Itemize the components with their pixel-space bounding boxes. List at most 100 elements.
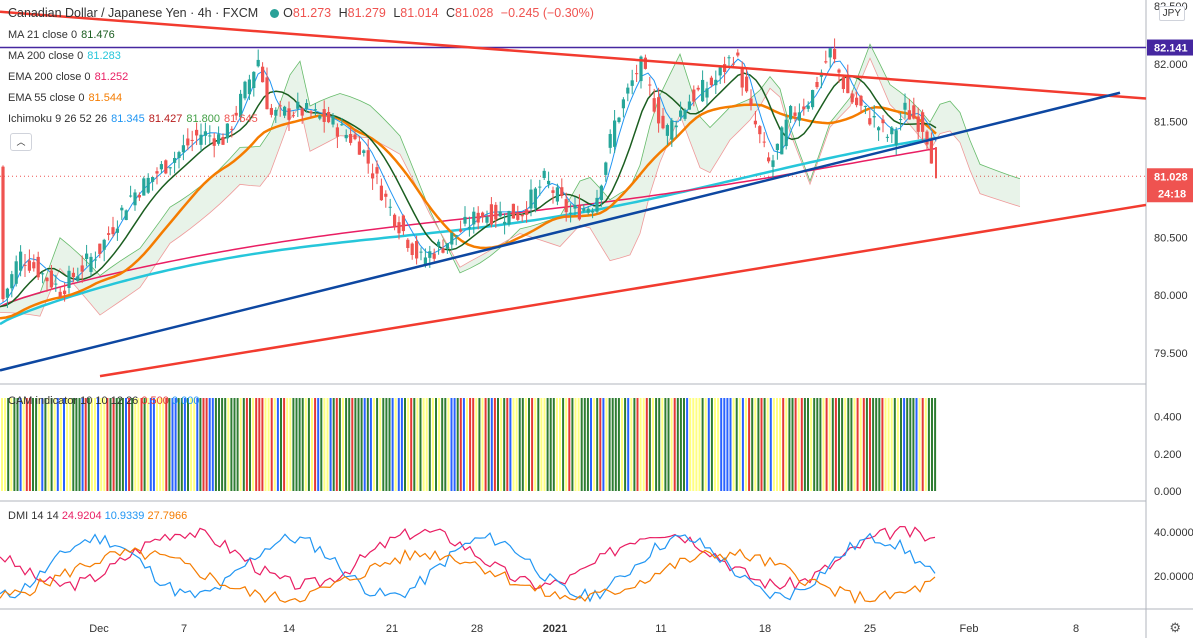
candle-body <box>234 112 238 116</box>
cam-bar <box>670 398 673 491</box>
time-tick-label: 28 <box>471 623 483 635</box>
candle-body <box>877 127 881 131</box>
candle-body <box>767 157 771 162</box>
candle-body <box>19 251 23 271</box>
cam-bar <box>887 398 890 491</box>
price-tick-label: 82.000 <box>1154 59 1188 71</box>
candle-body <box>784 119 788 147</box>
cam-bar <box>292 398 295 491</box>
cam-bar <box>927 398 930 491</box>
candle-body <box>617 117 621 123</box>
cam-bar <box>450 398 453 491</box>
dmi-minus-line <box>0 532 936 603</box>
legend-ichimoku[interactable]: Ichimoku 9 26 52 26 81.345 81.427 81.800 81.… <box>8 113 262 125</box>
cam-bar <box>506 398 509 491</box>
cam-bar <box>503 398 506 491</box>
candle-body <box>388 206 392 208</box>
candle-body <box>5 288 9 298</box>
cam-bar <box>881 398 884 491</box>
candle-body <box>775 143 779 151</box>
cam-bar <box>351 398 354 491</box>
cam-indicator-pane <box>1 398 937 491</box>
cam-bar <box>537 398 540 491</box>
dmi-legend[interactable]: DMI 14 14 24.9204 10.9339 27.7966 <box>8 510 187 522</box>
candle-body <box>432 253 436 259</box>
legend-ema55[interactable]: EMA 55 close 0 81.544 <box>8 92 126 104</box>
candle-body <box>793 112 797 116</box>
cam-bar <box>162 398 165 491</box>
candle-body <box>643 57 647 69</box>
cam-bar <box>760 398 763 491</box>
cam-bar <box>410 398 413 491</box>
candle-body <box>525 209 529 215</box>
candle-body <box>542 170 546 178</box>
candle-body <box>709 77 713 86</box>
ichimoku-conversion-value: 81.345 <box>111 113 145 125</box>
candle-body <box>300 108 304 116</box>
cam-bar <box>323 398 326 491</box>
cam-bar <box>174 398 177 491</box>
candle-body <box>683 109 687 119</box>
cam-bar <box>59 398 62 491</box>
candle-body <box>745 76 749 92</box>
cam-bar <box>524 398 527 491</box>
symbol-legend: Canadian Dollar / Japanese Yen · 4h · FX… <box>8 6 594 20</box>
collapse-legend-button[interactable]: ︿ <box>10 133 32 151</box>
cam-bar <box>683 398 685 491</box>
candle-body <box>243 81 247 99</box>
cam-bar <box>137 398 140 491</box>
candle-body <box>283 106 287 116</box>
cam-bar <box>295 398 298 491</box>
candle-body <box>661 115 665 129</box>
legend-ema200[interactable]: EMA 200 close 0 81.252 <box>8 71 132 83</box>
candle-body <box>1 166 5 300</box>
cam-bar <box>90 398 93 491</box>
cam-bar <box>521 398 524 491</box>
candle-body <box>705 88 709 98</box>
candle-body <box>692 89 696 102</box>
candle-body <box>687 101 691 110</box>
cam-bar <box>819 398 822 491</box>
candle-body <box>155 171 159 174</box>
candle-body <box>626 87 630 94</box>
currency-button[interactable]: JPY <box>1158 6 1185 21</box>
ema200-line <box>0 147 937 308</box>
cam-bar <box>218 398 220 491</box>
cam-bar <box>729 398 732 491</box>
candle-body <box>71 272 75 278</box>
cam-bar <box>388 398 391 491</box>
legend-ma200[interactable]: MA 200 close 0 81.283 <box>8 50 125 62</box>
visibility-eye-icon[interactable] <box>270 9 280 18</box>
cam-bar <box>1 398 3 491</box>
cam-bar <box>807 398 809 491</box>
cam-bar <box>4 398 7 491</box>
candle-body <box>76 276 80 281</box>
cam-bar <box>546 398 549 491</box>
cam-bar <box>469 398 472 491</box>
cam-legend[interactable]: CAM indicator 10 10 12 26 0.500 0.000 <box>8 395 199 407</box>
candle-body <box>595 197 599 212</box>
cam-bar <box>438 398 441 491</box>
settings-gear-icon[interactable]: ⚙ <box>1169 620 1181 635</box>
cam-bar <box>462 398 465 491</box>
cam-bar <box>314 398 317 491</box>
cam-bar <box>118 398 121 491</box>
cam-bar <box>106 398 109 491</box>
cam-bar <box>221 398 224 491</box>
cam-bar <box>301 398 304 491</box>
cam-bar <box>404 398 406 491</box>
cam-bar <box>109 398 112 491</box>
cam-bar <box>320 398 323 491</box>
dmi-pane <box>0 525 936 605</box>
cam-bar <box>673 398 676 491</box>
cam-bar <box>56 398 59 491</box>
cam-bar <box>698 398 701 491</box>
cam-bar <box>193 398 196 491</box>
candle-body <box>872 116 876 118</box>
candle-body <box>146 177 150 193</box>
candle-body <box>731 63 735 65</box>
last-price-label: 81.028 <box>1154 171 1188 183</box>
candle-body <box>582 208 586 211</box>
legend-ma21[interactable]: MA 21 close 0 81.476 <box>8 29 119 41</box>
